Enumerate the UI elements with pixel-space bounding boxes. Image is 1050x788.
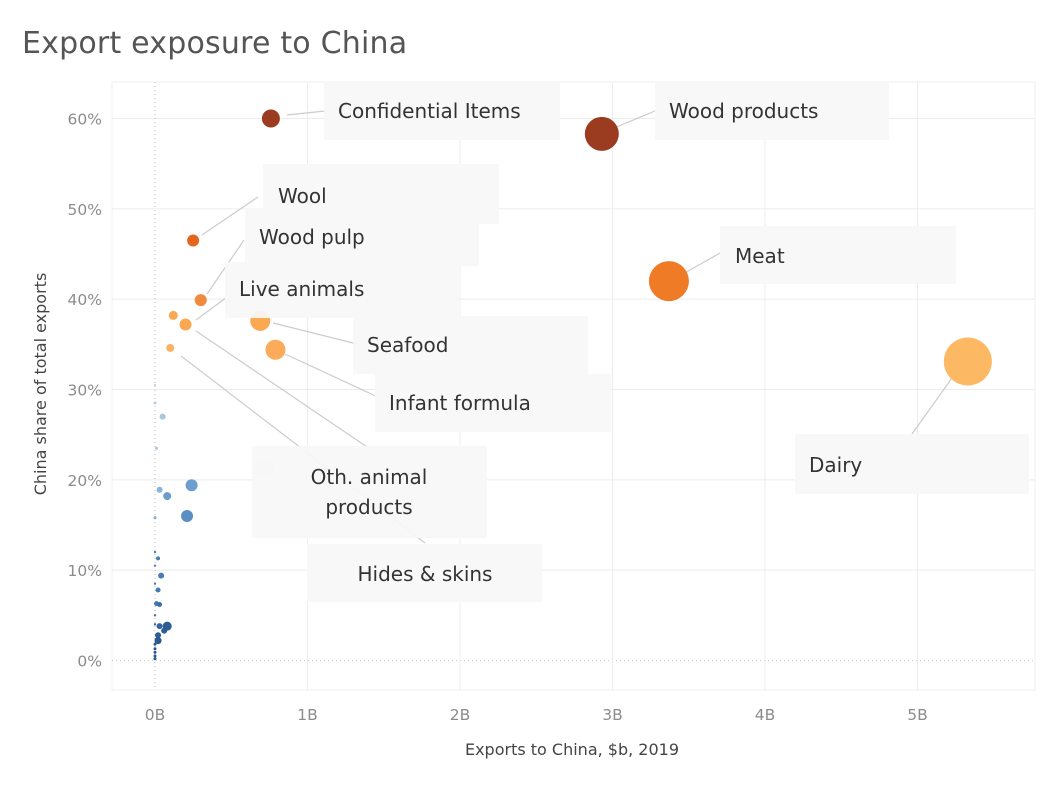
data-point [153,642,157,646]
data-point [153,550,157,554]
x-tick-label: 5B [907,706,928,724]
y-tick-label: 50% [68,201,102,219]
data-point [153,401,157,405]
chart-title: Export exposure to China [22,26,408,61]
annotation-leader-line [195,330,371,450]
data-point [153,516,157,520]
annotation-leader-line [195,296,228,321]
x-tick-label: 0B [145,706,166,724]
data-point [194,294,207,307]
annotation-leader-line [613,110,656,129]
data-point [153,647,157,651]
annotation-box [720,226,956,284]
y-tick-label: 20% [68,472,102,490]
annotation-box [307,544,542,602]
data-point [153,582,157,585]
annotation-leader-line [911,377,953,435]
data-point [161,627,168,634]
data-point [153,383,157,387]
y-tick-label: 40% [68,291,102,309]
annotation-label: Wool [278,184,327,208]
x-tick-label: 4B [755,706,776,724]
data-point [153,614,157,617]
data-point [153,623,157,626]
plot-frame [111,81,1036,691]
data-point [155,632,162,639]
data-point [158,572,165,579]
annotation-label: Dairy [809,453,862,477]
annotation-label: Wood pulp [259,225,365,249]
data-point [153,564,157,567]
y-tick-label: 60% [68,111,102,129]
y-tick-label: 30% [68,382,102,400]
data-point [163,492,172,501]
x-tick-label: 3B [602,706,623,724]
data-point [153,657,157,661]
y-tick-label: 0% [77,653,102,671]
annotation-leader-line [286,110,326,116]
annotation-label: Infant formula [389,391,531,415]
annotation-label: Seafood [367,333,448,357]
axis-ticks: 0% 10% 20% 30% 40% 50% 60% 0B 1B 2B 3B 4B 5B [68,111,928,725]
annotation-leader-line [682,252,721,275]
x-tick-label: 2B [450,706,471,724]
annotation-label: Confidential Items [338,99,521,123]
data-point [156,556,161,561]
data-point [155,587,161,593]
annotation-box [245,208,479,266]
annotation-label: products [325,495,412,519]
data-point [943,337,992,386]
data-point [185,479,198,492]
data-points [153,109,992,661]
data-point [157,601,163,607]
annotation-box [375,374,611,432]
annotation-box [795,434,1029,494]
annotation-label: Oth. animal [311,465,428,489]
annotation-leader-line [284,353,381,399]
annotation-box [655,82,889,140]
data-point [155,446,159,450]
x-axis-label: Exports to China, $b, 2019 [465,740,679,759]
data-point [156,623,163,630]
data-point [265,339,286,360]
data-point [179,318,192,331]
data-point [154,637,162,645]
data-point [584,116,619,151]
data-point [168,310,178,320]
annotation-leader-line [201,196,259,236]
y-tick-label: 10% [68,562,102,580]
data-point [166,343,175,352]
data-point [153,654,157,658]
annotation-box [252,446,487,538]
data-point [153,650,157,654]
annotation-box [324,82,560,140]
data-point [159,413,166,420]
annotation-leader-line [272,322,358,345]
y-axis-label: China share of total exports [31,273,50,496]
annotation-box [225,262,460,318]
annotation-box [353,316,588,374]
annotation-label: Meat [735,244,785,268]
annotation-label: Live animals [239,277,364,301]
data-point [187,234,200,247]
data-point [156,486,163,493]
annotation-label: Wood products [669,99,818,123]
annotation-label: Hides & skins [358,562,493,586]
annotation-boxes: Confidential Items Wood products Wool Wood … [225,82,1029,602]
data-point [648,261,689,302]
data-point [261,109,280,128]
data-point [181,509,194,522]
x-tick-label: 1B [297,706,318,724]
